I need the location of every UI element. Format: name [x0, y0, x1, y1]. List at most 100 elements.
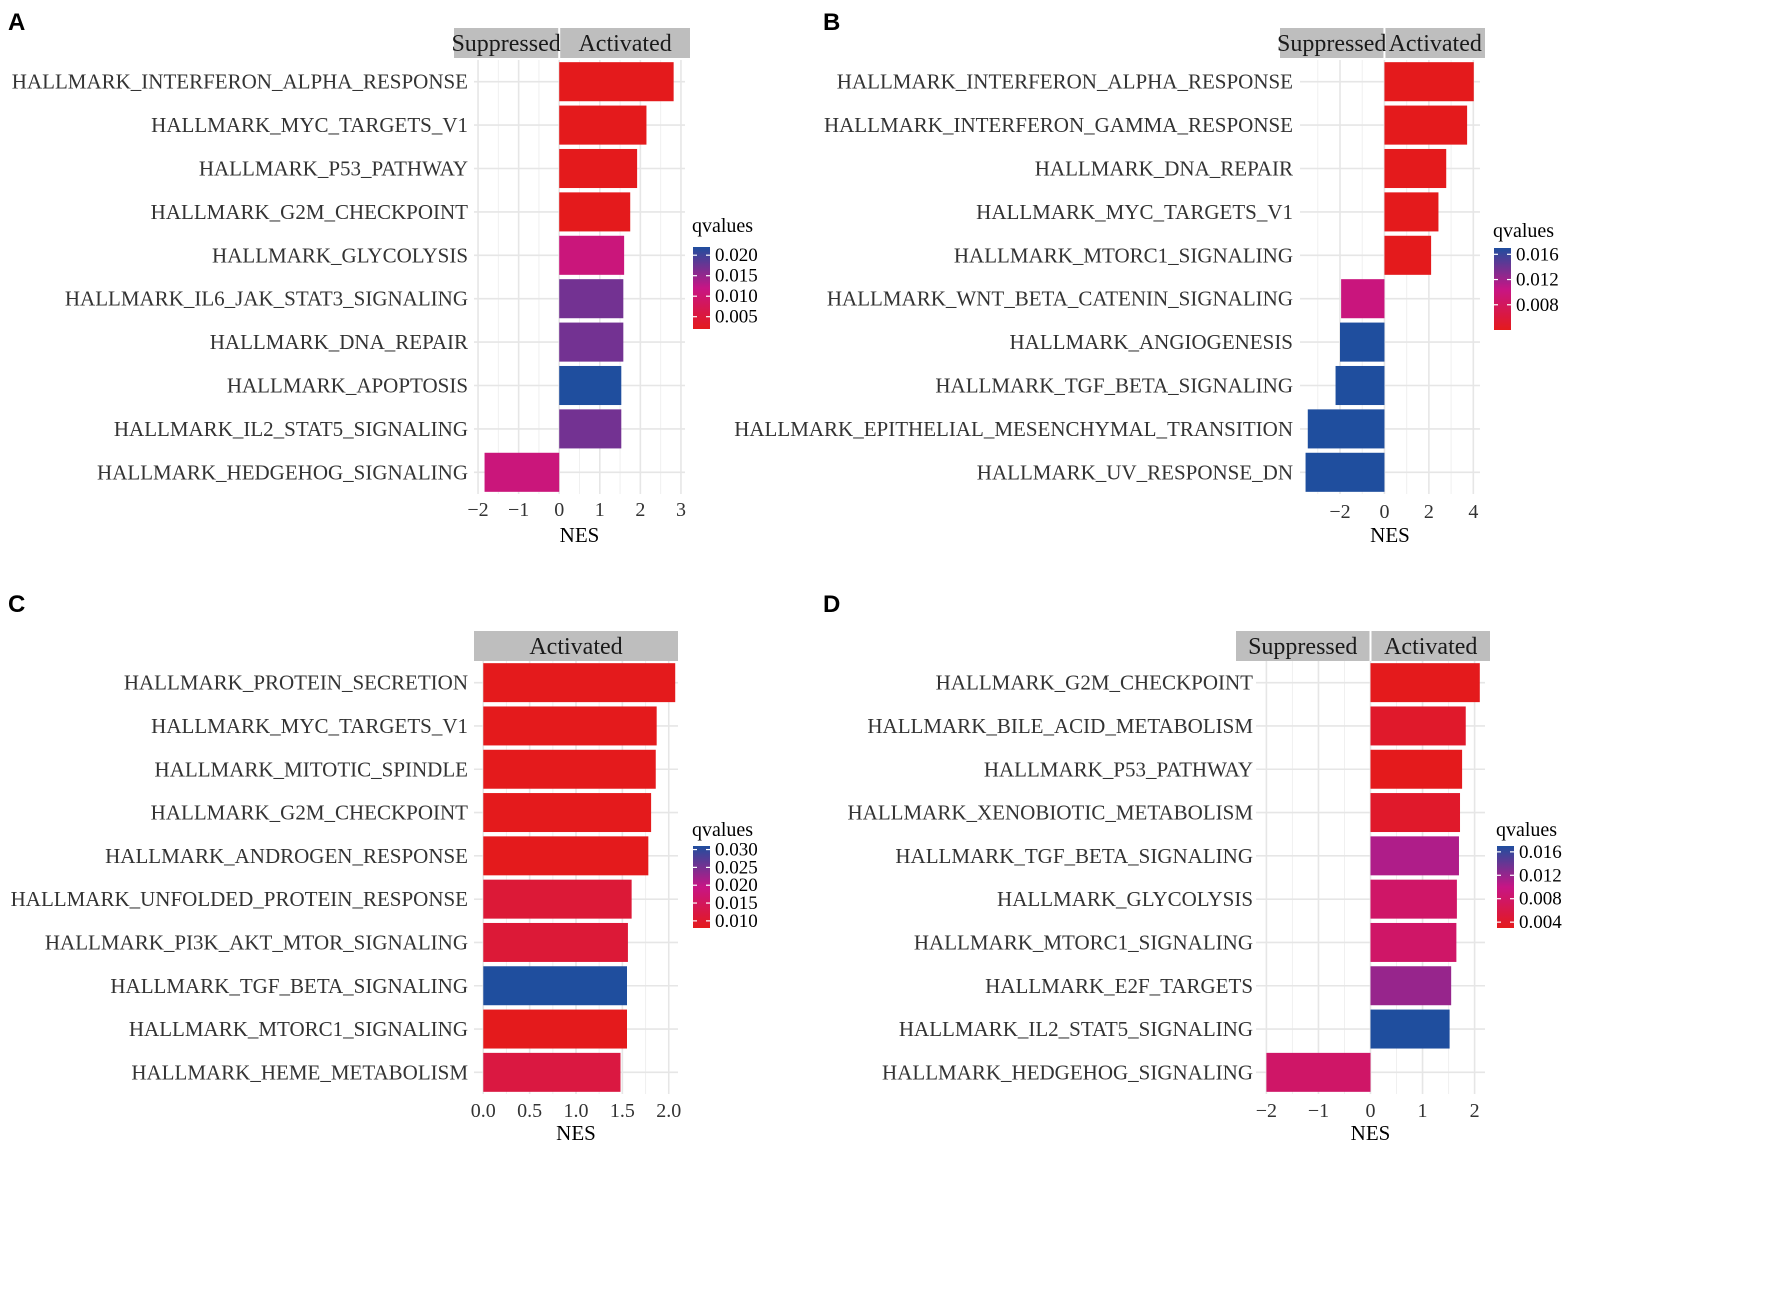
bar[interactable] [1335, 365, 1385, 406]
x-tick-label: 0 [1366, 1100, 1376, 1122]
bar[interactable] [1340, 322, 1385, 362]
bar[interactable] [483, 1052, 621, 1092]
bar[interactable] [484, 452, 560, 492]
bar[interactable] [1266, 1052, 1371, 1092]
bar[interactable] [1370, 1009, 1450, 1049]
category-label: HALLMARK_PROTEIN_SECRETION [124, 671, 468, 695]
category-label: HALLMARK_IL2_STAT5_SIGNALING [899, 1017, 1253, 1041]
category-label: HALLMARK_E2F_TARGETS [985, 974, 1253, 998]
category-label: HALLMARK_UNFOLDED_PROTEIN_RESPONSE [11, 887, 468, 911]
bar[interactable] [1370, 922, 1457, 962]
category-labels: HALLMARK_G2M_CHECKPOINT HALLMARK_BILE_ACI… [848, 671, 1254, 1085]
legend-label: 0.016 [1519, 842, 1562, 863]
bar[interactable] [483, 706, 657, 746]
x-tick-label: 2.0 [656, 1100, 681, 1122]
bar[interactable] [1370, 836, 1459, 876]
bar[interactable] [483, 922, 628, 962]
x-axis-title: NES [556, 1121, 596, 1145]
bar[interactable] [483, 966, 627, 1006]
bar[interactable] [1370, 966, 1452, 1006]
panel-a: A Suppressed Activated HALLMARK_INTERFERON_… [8, 9, 758, 547]
strip-activated [1371, 631, 1490, 661]
bars [1266, 663, 1480, 1092]
panel-b: B Suppressed Activated HALLMARK_INTERFERON_… [734, 9, 1559, 547]
category-label: HALLMARK_MTORC1_SIGNALING [914, 930, 1253, 954]
bar[interactable] [1384, 105, 1468, 145]
bar[interactable] [1370, 706, 1466, 746]
bar[interactable] [1341, 279, 1385, 319]
bar[interactable] [1370, 663, 1480, 703]
x-tick-label: 1.5 [610, 1100, 635, 1122]
strip-label: Activated [1389, 31, 1482, 57]
bar[interactable] [483, 1009, 627, 1049]
bar[interactable] [559, 148, 638, 189]
category-label: HALLMARK_GLYCOLYSIS [997, 887, 1253, 911]
legend-label: 0.008 [1516, 295, 1559, 316]
bar[interactable] [1384, 62, 1474, 102]
legend-label: 0.008 [1519, 889, 1562, 910]
strip-activated [474, 631, 678, 661]
category-label: HALLMARK_INTERFERON_GAMMA_RESPONSE [824, 113, 1293, 137]
x-axis: 0.0 0.5 1.0 1.5 2.0 NES [471, 1100, 681, 1145]
bars [1305, 62, 1474, 492]
panel-d: D Suppressed Activated HALLMARK_G2M_CHECKPO… [823, 591, 1562, 1145]
bar[interactable] [483, 663, 676, 703]
x-tick-label: 0.5 [517, 1100, 542, 1122]
legend-title: qvalues [1493, 220, 1554, 242]
legend-label: 0.015 [715, 266, 758, 287]
category-label: HALLMARK_MYC_TARGETS_V1 [151, 113, 468, 137]
category-label: HALLMARK_INTERFERON_ALPHA_RESPONSE [12, 70, 468, 94]
bar[interactable] [483, 749, 656, 789]
bar[interactable] [559, 192, 631, 232]
legend-title: qvalues [692, 215, 753, 237]
bar[interactable] [559, 365, 622, 406]
x-tick-label: 1 [1418, 1100, 1428, 1122]
category-label: HALLMARK_GLYCOLYSIS [212, 243, 468, 267]
bar[interactable] [559, 279, 624, 319]
bar[interactable] [559, 235, 625, 275]
bar[interactable] [1307, 409, 1385, 449]
panel-letter: A [8, 9, 25, 36]
category-label: HALLMARK_HEDGEHOG_SIGNALING [882, 1060, 1253, 1084]
bar[interactable] [1384, 148, 1447, 189]
category-label: HALLMARK_XENOBIOTIC_METABOLISM [848, 801, 1254, 825]
category-labels: HALLMARK_PROTEIN_SECRETION HALLMARK_MYC_T… [11, 671, 469, 1085]
category-label: HALLMARK_HEME_METABOLISM [131, 1060, 468, 1084]
category-label: HALLMARK_MYC_TARGETS_V1 [976, 200, 1293, 224]
bar[interactable] [483, 836, 649, 876]
category-label: HALLMARK_G2M_CHECKPOINT [936, 671, 1254, 695]
legend-label: 0.004 [1519, 912, 1562, 933]
bar[interactable] [1370, 879, 1457, 919]
bar[interactable] [483, 879, 632, 919]
x-tick-label: 2 [1424, 501, 1434, 523]
bar[interactable] [559, 105, 647, 145]
panel-letter: B [823, 9, 840, 36]
strip-label: Suppressed [451, 31, 560, 57]
x-tick-label: −1 [1308, 1100, 1329, 1122]
bar[interactable] [1305, 452, 1385, 492]
x-tick-label: 2 [635, 499, 645, 521]
bar[interactable] [559, 409, 622, 449]
bar[interactable] [483, 793, 652, 833]
legend-label: 0.010 [715, 286, 758, 307]
bar[interactable] [1370, 749, 1463, 789]
panel-c: CActivatedHALLMARK_PROTEIN_SECRETIONHALL… [8, 591, 758, 1145]
category-label: HALLMARK_P53_PATHWAY [199, 157, 468, 181]
bar[interactable] [1370, 793, 1461, 833]
bar[interactable] [1384, 235, 1432, 275]
category-label: HALLMARK_HEDGEHOG_SIGNALING [97, 460, 468, 484]
category-label: HALLMARK_TGF_BETA_SIGNALING [935, 374, 1293, 398]
category-label: HALLMARK_UV_RESPONSE_DN [977, 460, 1293, 484]
x-tick-label: −2 [467, 499, 488, 521]
bar[interactable] [559, 322, 624, 362]
strip-suppressed [1236, 631, 1370, 661]
bar[interactable] [1384, 192, 1439, 232]
legend-label: 0.015 [715, 893, 758, 914]
legend-label: 0.025 [715, 857, 758, 878]
x-axis-title: NES [1351, 1121, 1391, 1145]
bar[interactable] [559, 62, 674, 102]
legend-colorbar [1494, 248, 1511, 330]
x-tick-label: 1.0 [564, 1100, 589, 1122]
